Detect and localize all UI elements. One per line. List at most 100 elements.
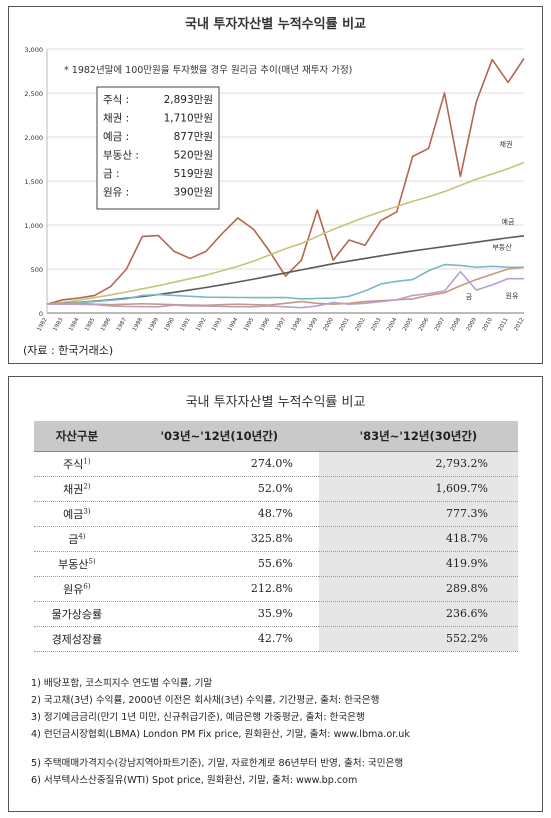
series-line-채권 — [46, 161, 525, 305]
legend-label: 주식 : — [103, 94, 129, 106]
footnotes: 1) 배당포함, 코스피지수 연도별 수익률, 기말 2) 국고채(3년) 수익률… — [31, 675, 531, 789]
asset-name: 채권 — [63, 482, 84, 496]
return-10y-cell: 42.7% — [119, 626, 319, 652]
legend-value: 877만원 — [174, 131, 213, 143]
returns-table: 자산구분 '03년~'12년(10년간) '83년~'12년(30년간) 주식1… — [34, 421, 518, 652]
series-end-label: 채권 — [500, 140, 513, 149]
legend-value: 2,893만원 — [164, 94, 213, 106]
footnote-marker: 4) — [78, 531, 86, 540]
x-tick-label: 1984 — [68, 317, 81, 333]
legend-value: 520만원 — [174, 150, 213, 162]
x-tick-label: 1987 — [116, 317, 129, 333]
asset-cell: 경제성장률 — [34, 626, 120, 652]
x-tick-label: 2006 — [418, 317, 431, 333]
return-30y-cell: 419.9% — [318, 551, 518, 577]
asset-name: 물가상승률 — [51, 607, 103, 621]
footnote: 3) 정기예금금리(만기 1년 미만, 신규취급기준), 예금은행 가중평균, … — [31, 712, 365, 723]
footnote-marker: 2) — [83, 481, 91, 490]
series-end-label: 예금 — [502, 217, 515, 226]
x-tick-label: 1992 — [195, 317, 207, 332]
x-tick-label: 2010 — [482, 317, 495, 333]
asset-cell: 예금3) — [34, 501, 120, 527]
x-tick-label: 1985 — [84, 317, 97, 333]
x-tick-label: 2003 — [370, 317, 383, 333]
x-tick-label: 1995 — [243, 317, 256, 333]
legend-label: 금 : — [103, 168, 120, 180]
header-30y: '83년~'12년(30년간) — [318, 421, 518, 452]
return-10y-cell: 274.0% — [119, 451, 319, 477]
asset-cell: 물가상승률 — [34, 601, 120, 627]
table-header-row: 자산구분 '03년~'12년(10년간) '83년~'12년(30년간) — [34, 421, 518, 452]
x-tick-label: 2012 — [513, 317, 525, 332]
footnote: 4) 런던금시장협회(LBMA) London PM Fix price, 원화… — [31, 729, 410, 740]
table-row: 부동산5) 55.6% 419.9% — [34, 551, 518, 577]
x-tick-label: 2001 — [339, 317, 352, 333]
y-tick-label: 2,500 — [24, 90, 43, 98]
header-asset: 자산구분 — [34, 421, 120, 452]
return-30y-cell: 777.3% — [318, 501, 518, 527]
x-tick-label: 2011 — [498, 317, 511, 333]
return-30y-cell: 2,793.2% — [318, 451, 518, 477]
header-10y: '03년~'12년(10년간) — [119, 421, 319, 452]
table-row: 물가상승률 35.9% 236.6% — [34, 601, 518, 627]
series-line-주식 — [46, 57, 525, 305]
footnote-marker: 6) — [83, 581, 91, 590]
x-tick-label: 1994 — [227, 317, 240, 333]
x-tick-label: 1998 — [291, 317, 304, 333]
x-tick-label: 2000 — [323, 317, 336, 333]
x-tick-label: 2005 — [402, 317, 415, 333]
table-row: 예금3) 48.7% 777.3% — [34, 501, 518, 527]
series-line-부동산 — [46, 263, 524, 305]
return-30y-cell: 236.6% — [318, 601, 518, 627]
asset-name: 경제성장률 — [51, 632, 103, 646]
footnote-gap — [31, 743, 531, 755]
x-tick-label: 2002 — [354, 317, 366, 332]
x-tick-label: 1996 — [259, 317, 272, 333]
chart-note: * 1982년말에 100만원을 투자했을 경우 원리금 추이(매년 재투자 가… — [64, 64, 352, 76]
table-row: 금4) 325.8% 418.7% — [34, 526, 518, 552]
table-panel: 국내 투자자산별 누적수익률 비교 자산구분 '03년~'12년(10년간) '… — [8, 376, 543, 812]
legend-label: 원유 : — [103, 187, 129, 199]
footnote-marker: 1) — [83, 456, 91, 465]
y-tick-label: 0 — [39, 310, 43, 318]
x-tick-label: 1986 — [100, 317, 113, 333]
x-tick-label: 1982 — [36, 317, 48, 332]
asset-name: 주식 — [63, 457, 84, 471]
legend-value: 1,710만원 — [164, 113, 213, 125]
x-tick-label: 1991 — [180, 317, 193, 333]
x-tick-label: 2008 — [450, 317, 463, 333]
x-tick-label: 1983 — [52, 317, 65, 333]
return-10y-cell: 55.6% — [119, 551, 319, 577]
legend-label: 예금 : — [103, 130, 129, 143]
x-tick-label: 1999 — [307, 317, 320, 333]
series-end-label: 금 — [466, 293, 473, 301]
x-tick-label: 2007 — [434, 317, 447, 333]
legend-value: 390만원 — [174, 187, 213, 199]
y-tick-label: 1,000 — [24, 222, 43, 230]
table-row: 주식1) 274.0% 2,793.2% — [34, 451, 518, 477]
x-tick-label: 1989 — [148, 317, 161, 333]
y-tick-label: 3,000 — [24, 46, 43, 54]
chart-title: 국내 투자자산별 누적수익률 비교 — [184, 17, 367, 32]
legend-label: 부동산 : — [103, 150, 139, 162]
asset-cell: 채권2) — [34, 476, 120, 502]
footnote: 5) 주택매매가격지수(강남지역아파트기준), 기말, 자료한계로 86년부터 … — [31, 758, 404, 769]
return-10y-cell: 48.7% — [119, 501, 319, 527]
return-10y-cell: 52.0% — [119, 476, 319, 502]
table-row: 경제성장률 42.7% 552.2% — [34, 626, 518, 652]
x-tick-label: 1997 — [275, 317, 288, 333]
series-line-금 — [46, 266, 525, 307]
x-tick-label: 1990 — [164, 317, 177, 333]
line-chart-panel: 국내 투자자산별 누적수익률 비교 0 500 1,000 1,500 2,000 2,5… — [8, 6, 543, 364]
table-body: 주식1) 274.0% 2,793.2% 채권2) 52.0% 1,609.7% 예금3) 4… — [34, 451, 518, 652]
return-30y-cell: 552.2% — [318, 626, 518, 652]
y-tick-label: 2,000 — [24, 134, 43, 142]
table-row: 채권2) 52.0% 1,609.7% — [34, 476, 518, 502]
series-end-label: 부동산 — [492, 243, 512, 252]
series-line-원유 — [47, 270, 524, 309]
x-tick-label: 1988 — [132, 317, 145, 333]
y-tick-label: 500 — [31, 266, 43, 274]
asset-cell: 주식1) — [34, 451, 120, 477]
table-title: 국내 투자자산별 누적수익률 비교 — [185, 395, 366, 410]
x-tick-label: 2009 — [466, 317, 479, 333]
